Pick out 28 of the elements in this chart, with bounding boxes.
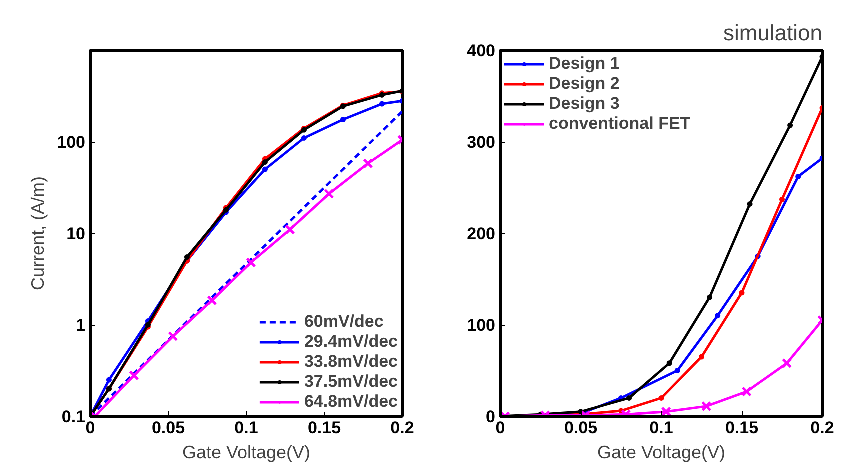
x-axis-title: Gate Voltage(V) — [597, 442, 726, 462]
legend-label: Design 2 — [549, 74, 620, 94]
x-tick-label: 0.2 — [390, 418, 414, 438]
x-axis-title: Gate Voltage(V) — [182, 442, 311, 462]
legend-label: Design 3 — [549, 94, 620, 114]
x-tick-label: 0.15 — [308, 418, 342, 438]
legend-label: 29.4mV/dec — [304, 332, 398, 352]
legend-label: 33.8mV/dec — [304, 352, 398, 372]
y-tick-label: 200 — [467, 224, 496, 244]
y-tick-label: 300 — [467, 133, 496, 152]
x-tick-label: 0.05 — [564, 418, 598, 438]
x-tick-label: 0.1 — [234, 418, 258, 438]
y-tick-label: 400 — [467, 42, 496, 60]
legend-label: 64.8mV/dec — [304, 392, 398, 412]
y-axis-title: Current, (A/m) — [28, 176, 48, 291]
legend-label: conventional FET — [549, 114, 691, 134]
y-tick-label: 100 — [467, 316, 496, 335]
legend-label: 60mV/dec — [304, 312, 384, 332]
x-tick-label: 0.05 — [152, 418, 186, 438]
legend-label: 37.5mV/dec — [304, 372, 398, 392]
x-tick-label: 0.1 — [650, 418, 674, 438]
chart-title: simulation — [723, 20, 823, 46]
y-tick-label: 1 — [76, 316, 86, 335]
y-tick-label: 10 — [66, 224, 86, 244]
x-tick-label: 0.15 — [725, 418, 759, 438]
legend-label: Design 1 — [549, 54, 620, 74]
y-tick-label: 100 — [57, 133, 86, 152]
x-tick-label: 0.2 — [810, 418, 834, 438]
